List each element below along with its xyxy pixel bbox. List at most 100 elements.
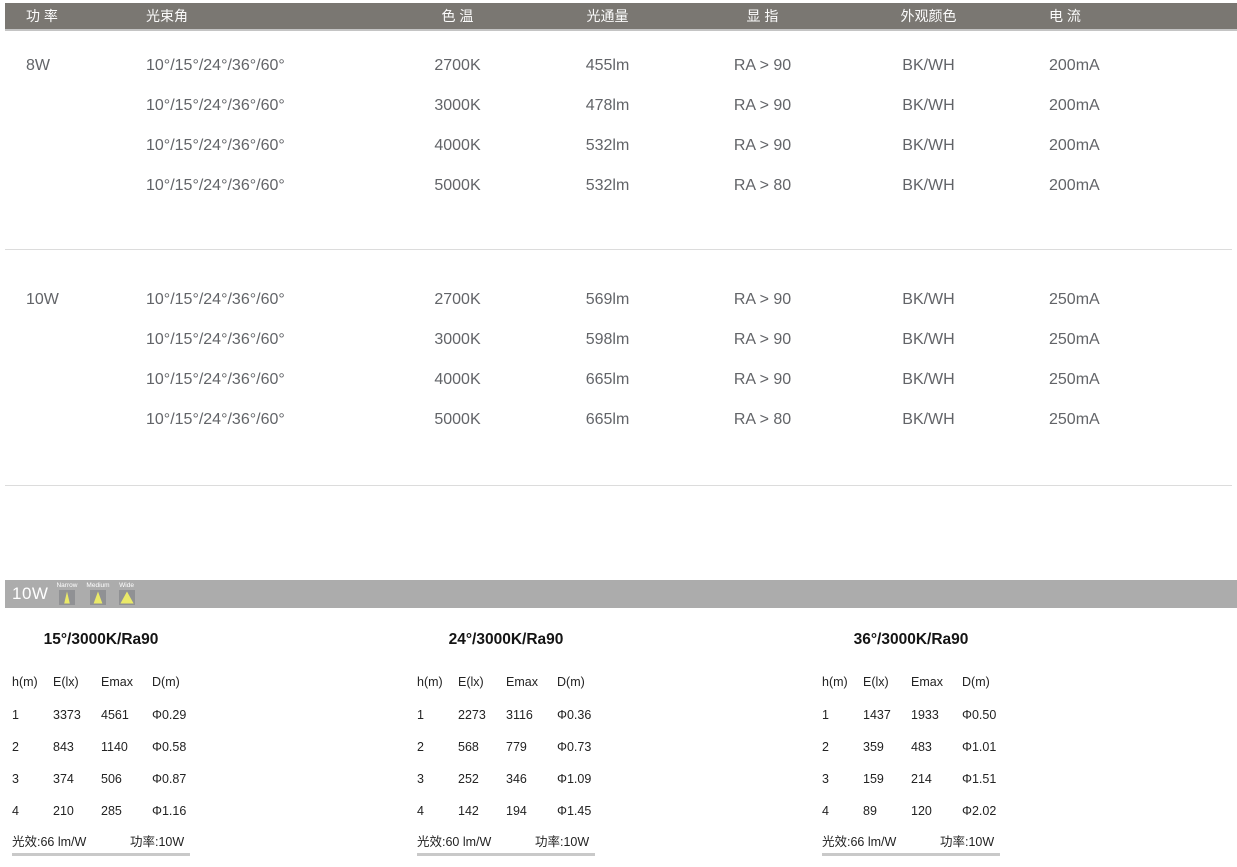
finish-cell: BK/WH xyxy=(902,57,955,74)
flux-cell: 532lm xyxy=(585,177,630,194)
current-cell: 250mA xyxy=(1049,411,1100,428)
photometric-tables: 15°/3000K/Ra90 h(m) E(lx) Emax D(m) 1 33… xyxy=(0,631,1237,856)
table-row: 4 210 285 Φ1.16 xyxy=(12,795,190,827)
emax-cell: 120 xyxy=(911,804,932,818)
height-cell: 4 xyxy=(417,804,424,818)
col-header-diameter: D(m) xyxy=(152,675,180,689)
table-row: 2 843 1140 Φ0.58 xyxy=(12,731,190,763)
diameter-cell: Φ1.09 xyxy=(557,772,592,786)
current-cell: 200mA xyxy=(1049,97,1100,114)
elx-cell: 3373 xyxy=(53,708,81,722)
elx-cell: 568 xyxy=(458,740,479,754)
photometric-table-15deg: 15°/3000K/Ra90 h(m) E(lx) Emax D(m) 1 33… xyxy=(12,631,190,856)
col-header-beam: 光束角 xyxy=(146,8,188,24)
diameter-cell: Φ1.45 xyxy=(557,804,592,818)
elx-cell: 159 xyxy=(863,772,884,786)
height-cell: 4 xyxy=(12,804,19,818)
photometric-table-footer: 光效:60 lm/W 功率:10W xyxy=(417,827,595,856)
cri-cell: RA > 90 xyxy=(733,371,792,388)
table-row: 2 568 779 Φ0.73 xyxy=(417,731,595,763)
flux-cell: 665lm xyxy=(585,411,630,428)
cct-cell: 5000K xyxy=(434,177,481,194)
efficacy-label: 光效:60 lm/W xyxy=(417,834,492,849)
height-cell: 2 xyxy=(417,740,424,754)
current-cell: 200mA xyxy=(1049,57,1100,74)
spec-group-10w: 10W 10°/15°/24°/36°/60° 2700K 569lm RA >… xyxy=(0,280,1237,440)
height-cell: 4 xyxy=(822,804,829,818)
table-row: 1 3373 4561 Φ0.29 xyxy=(12,699,190,731)
col-header-height: h(m) xyxy=(822,675,848,689)
cct-cell: 2700K xyxy=(434,291,481,308)
elx-cell: 252 xyxy=(458,772,479,786)
elx-cell: 142 xyxy=(458,804,479,818)
col-header-cri: 显 指 xyxy=(746,8,779,24)
table-row: 3 374 506 Φ0.87 xyxy=(12,763,190,795)
col-header-emax: Emax xyxy=(101,675,133,689)
section-divider xyxy=(5,249,1232,250)
table-row: 8W 10°/15°/24°/36°/60° 2700K 455lm RA > … xyxy=(5,46,1237,86)
col-header-elx: E(lx) xyxy=(53,675,79,689)
emax-cell: 285 xyxy=(101,804,122,818)
col-header-diameter: D(m) xyxy=(962,675,990,689)
height-cell: 3 xyxy=(12,772,19,786)
height-cell: 3 xyxy=(822,772,829,786)
elx-cell: 843 xyxy=(53,740,74,754)
diameter-cell: Φ0.58 xyxy=(152,740,187,754)
diameter-cell: Φ0.73 xyxy=(557,740,592,754)
cri-cell: RA > 90 xyxy=(733,331,792,348)
table-row: 1 2273 3116 Φ0.36 xyxy=(417,699,595,731)
cct-cell: 4000K xyxy=(434,137,481,154)
elx-cell: 89 xyxy=(863,804,877,818)
diameter-cell: Φ0.87 xyxy=(152,772,187,786)
photometric-table-36deg: 36°/3000K/Ra90 h(m) E(lx) Emax D(m) 1 14… xyxy=(822,631,1000,856)
diameter-cell: Φ1.51 xyxy=(962,772,997,786)
cri-cell: RA > 80 xyxy=(733,411,792,428)
section-divider xyxy=(5,485,1232,486)
current-cell: 250mA xyxy=(1049,331,1100,348)
table-row: 10°/15°/24°/36°/60° 3000K 478lm RA > 90 … xyxy=(5,86,1237,126)
current-cell: 200mA xyxy=(1049,177,1100,194)
emax-cell: 483 xyxy=(911,740,932,754)
elx-cell: 374 xyxy=(53,772,74,786)
photometric-power-label: 10W xyxy=(12,584,49,603)
cct-cell: 4000K xyxy=(434,371,481,388)
spec-table-header-row: 功 率 光束角 色 温 光通量 显 指 外观颜色 电 流 xyxy=(5,3,1237,31)
cri-cell: RA > 80 xyxy=(733,177,792,194)
narrow-beam-icon: Narrow xyxy=(56,582,77,608)
finish-cell: BK/WH xyxy=(902,331,955,348)
flux-cell: 532lm xyxy=(585,137,630,154)
current-cell: 250mA xyxy=(1049,371,1100,388)
photometric-table-title: 36°/3000K/Ra90 xyxy=(853,631,969,648)
height-cell: 2 xyxy=(12,740,19,754)
col-header-emax: Emax xyxy=(506,675,538,689)
wide-beam-icon: Wide xyxy=(118,582,135,608)
emax-cell: 1140 xyxy=(101,740,128,754)
table-row: 10°/15°/24°/36°/60° 4000K 532lm RA > 90 … xyxy=(5,126,1237,166)
beam-icon-label: Narrow xyxy=(56,582,78,589)
col-header-elx: E(lx) xyxy=(863,675,889,689)
table-row: 4 89 120 Φ2.02 xyxy=(822,795,1000,827)
flux-cell: 455lm xyxy=(585,57,630,74)
elx-cell: 210 xyxy=(53,804,74,818)
table-row: 4 142 194 Φ1.45 xyxy=(417,795,595,827)
cct-cell: 5000K xyxy=(434,411,481,428)
height-cell: 1 xyxy=(417,708,424,722)
emax-cell: 1933 xyxy=(911,708,939,722)
finish-cell: BK/WH xyxy=(902,97,955,114)
power-label: 功率:10W xyxy=(940,834,995,849)
cct-cell: 3000K xyxy=(434,331,481,348)
elx-cell: 359 xyxy=(863,740,884,754)
beam-angle-cell: 10°/15°/24°/36°/60° xyxy=(146,97,285,114)
col-header-elx: E(lx) xyxy=(458,675,484,689)
col-header-finish: 外观颜色 xyxy=(900,8,957,24)
col-header-diameter: D(m) xyxy=(557,675,585,689)
flux-cell: 665lm xyxy=(585,371,630,388)
col-header-power: 功 率 xyxy=(26,8,58,24)
photometric-table-header: h(m) E(lx) Emax D(m) xyxy=(822,673,1000,691)
efficacy-label: 光效:66 lm/W xyxy=(822,834,897,849)
emax-cell: 194 xyxy=(506,804,527,818)
flux-cell: 598lm xyxy=(585,331,630,348)
beam-icon-label: Wide xyxy=(119,582,134,589)
emax-cell: 346 xyxy=(506,772,527,786)
diameter-cell: Φ2.02 xyxy=(962,804,997,818)
